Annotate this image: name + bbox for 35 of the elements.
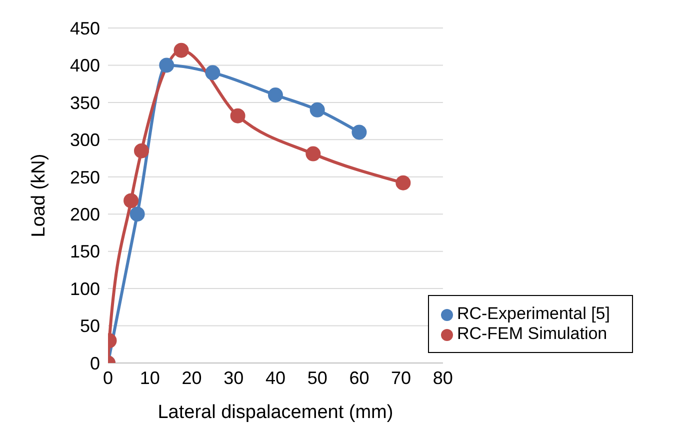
y-tick-label: 50 bbox=[80, 316, 100, 336]
y-tick-label: 200 bbox=[70, 204, 100, 224]
y-tick-label: 400 bbox=[70, 56, 100, 76]
y-tick-label: 0 bbox=[90, 353, 100, 374]
point bbox=[205, 65, 220, 80]
x-tick-label: 60 bbox=[349, 368, 370, 388]
point bbox=[352, 124, 367, 140]
point bbox=[310, 102, 325, 118]
point bbox=[230, 108, 246, 124]
point bbox=[396, 175, 411, 190]
y-tick-label: 250 bbox=[70, 167, 100, 188]
point bbox=[174, 42, 189, 58]
legend-label: RC-FEM Simulation bbox=[456, 324, 608, 343]
point bbox=[306, 146, 321, 162]
y-tick-label: 450 bbox=[70, 18, 100, 38]
x-tick-label: 40 bbox=[265, 368, 286, 388]
x-tick-label: 30 bbox=[224, 368, 244, 388]
point bbox=[124, 193, 139, 208]
x-tick-label: 70 bbox=[391, 368, 412, 388]
x-tick-label: 10 bbox=[140, 368, 160, 388]
y-tick-label: 150 bbox=[70, 242, 100, 262]
point bbox=[159, 58, 174, 73]
x-axis-title: Lateral dispalacement (mm) bbox=[158, 402, 394, 423]
point bbox=[268, 88, 283, 102]
x-tick-label: 80 bbox=[432, 368, 453, 388]
y-tick-label: 100 bbox=[70, 278, 100, 299]
point bbox=[130, 206, 145, 222]
y-tick-label: 300 bbox=[70, 130, 100, 150]
legend-label: RC-Experimental [5] bbox=[456, 304, 610, 323]
y-axis-title: Load (kN) bbox=[28, 154, 50, 238]
point bbox=[134, 143, 149, 158]
x-tick-label: 50 bbox=[307, 368, 328, 388]
y-tick-label: 350 bbox=[70, 92, 100, 113]
x-tick-label: 0 bbox=[102, 368, 114, 388]
x-tick-label: 20 bbox=[182, 368, 202, 388]
